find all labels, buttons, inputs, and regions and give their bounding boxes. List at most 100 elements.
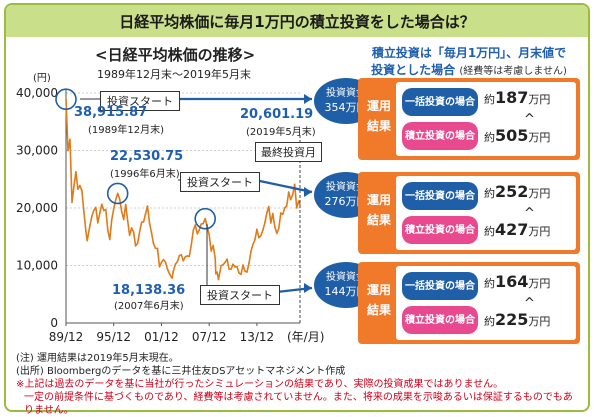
result-block: 運用結果 一括投資の場合 積立投資の場合 約252万円 ^ 約427万円 (358, 172, 580, 254)
data-point (109, 238, 111, 241)
accumulation-result: 約505万円 (484, 126, 550, 145)
lump-value: 164 (495, 272, 529, 291)
data-point (134, 245, 137, 247)
data-point (116, 192, 119, 195)
accumulation-label: 積立投資の場合 (402, 216, 478, 244)
data-point (215, 272, 217, 275)
callout-start-1989: 投資スタート (100, 91, 180, 111)
data-point (208, 234, 210, 236)
data-point (246, 271, 248, 273)
x-tick-label: 89/12 (49, 330, 84, 344)
result-panel: 一括投資の場合 積立投資の場合 約252万円 ^ 約427万円 (396, 176, 576, 250)
result-block: 運用結果 一括投資の場合 積立投資の場合 約164万円 ^ 約225万円 (358, 262, 580, 344)
data-point (103, 209, 105, 212)
accumulation-label: 積立投資の場合 (402, 306, 478, 334)
lump-prefix: 約 (484, 93, 495, 106)
data-point (252, 243, 254, 246)
data-point (188, 255, 191, 258)
comparator: ^ (524, 112, 535, 127)
data-point (95, 206, 97, 209)
page-title: 日経平均株価に毎月1万円の積立投資をした場合は？ (6, 5, 588, 37)
run-label: 運用結果 (366, 283, 391, 317)
data-point (182, 260, 185, 262)
data-point (226, 258, 228, 261)
footer: (注) 運用結果は2019年5月末現在。 (出所) Bloombergのデータを… (16, 352, 576, 417)
data-point (101, 203, 103, 206)
data-point (184, 256, 187, 258)
value-1989: 38,915.87 (74, 105, 148, 120)
data-point (287, 191, 290, 193)
data-point (86, 239, 88, 242)
data-point (274, 225, 276, 228)
right-heading-note: (経費等は考慮しません) (459, 66, 567, 77)
data-point (158, 266, 161, 268)
lump-unit: 万円 (528, 187, 551, 200)
start-marker (55, 88, 77, 111)
result-block: 運用結果 一括投資の場合 積立投資の場合 約187万円 ^ 約505万円 (358, 78, 580, 160)
data-point (176, 260, 179, 263)
data-point (99, 212, 101, 214)
data-point (194, 224, 197, 226)
lump-sum-label: 一括投資の場合 (402, 182, 478, 210)
flow-arrow (254, 178, 313, 194)
data-point (89, 224, 91, 227)
data-point (234, 266, 236, 268)
data-point (105, 208, 107, 211)
badge-value: 354万円 (324, 101, 368, 114)
data-point (254, 239, 256, 241)
accumulation-result: 約225万円 (484, 310, 550, 329)
data-point (107, 229, 109, 231)
value-1996: 22,530.75 (110, 149, 184, 164)
data-point (174, 263, 177, 266)
data-point (152, 242, 155, 245)
data-point (278, 227, 280, 230)
data-point (132, 231, 135, 233)
data-point (214, 257, 216, 260)
data-point (93, 209, 95, 212)
data-point (128, 234, 131, 237)
arrow-head (304, 187, 312, 197)
data-point (236, 265, 238, 268)
result-panel: 一括投資の場合 積立投資の場合 約187万円 ^ 約505万円 (396, 82, 576, 156)
data-point (126, 219, 129, 221)
data-point (299, 203, 301, 206)
lump-unit: 万円 (528, 93, 551, 106)
data-point (291, 193, 294, 196)
data-point (110, 219, 113, 221)
start-marker (194, 207, 217, 230)
lump-value: 187 (495, 88, 529, 107)
data-point (85, 230, 87, 233)
data-point (114, 199, 117, 201)
data-point (73, 185, 75, 187)
data-point (190, 244, 193, 246)
data-point (270, 222, 272, 224)
lump-sum-result: 約187万円 (484, 88, 550, 107)
data-point (130, 227, 133, 229)
data-point (284, 207, 286, 209)
value-2019: 20,601.19 (240, 107, 314, 122)
data-point (242, 264, 244, 266)
data-point (146, 205, 149, 207)
run-label: 運用結果 (366, 99, 391, 133)
data-point (248, 262, 250, 265)
data-point (232, 263, 234, 266)
comparator: ^ (524, 206, 535, 221)
data-point (148, 222, 151, 224)
data-point (264, 221, 266, 224)
data-point (230, 268, 232, 270)
data-point (67, 149, 69, 152)
data-point (83, 211, 85, 213)
data-point (262, 229, 264, 231)
data-point (256, 228, 258, 231)
chart-subtitle: 1989年12月末～2019年5月末 (97, 68, 251, 81)
data-point (150, 231, 153, 234)
x-tick-label: 95/12 (96, 330, 131, 344)
chart-title: <日経平均株価の推移> (95, 46, 256, 64)
data-point (180, 254, 183, 256)
date-2007: (2007年6月末) (114, 301, 184, 312)
y-axis-unit: (円) (33, 73, 51, 84)
data-point (276, 232, 278, 235)
accum-prefix: 約 (484, 131, 495, 144)
result-panel: 一括投資の場合 積立投資の場合 約164万円 ^ 約225万円 (396, 266, 576, 340)
data-point (156, 247, 159, 250)
